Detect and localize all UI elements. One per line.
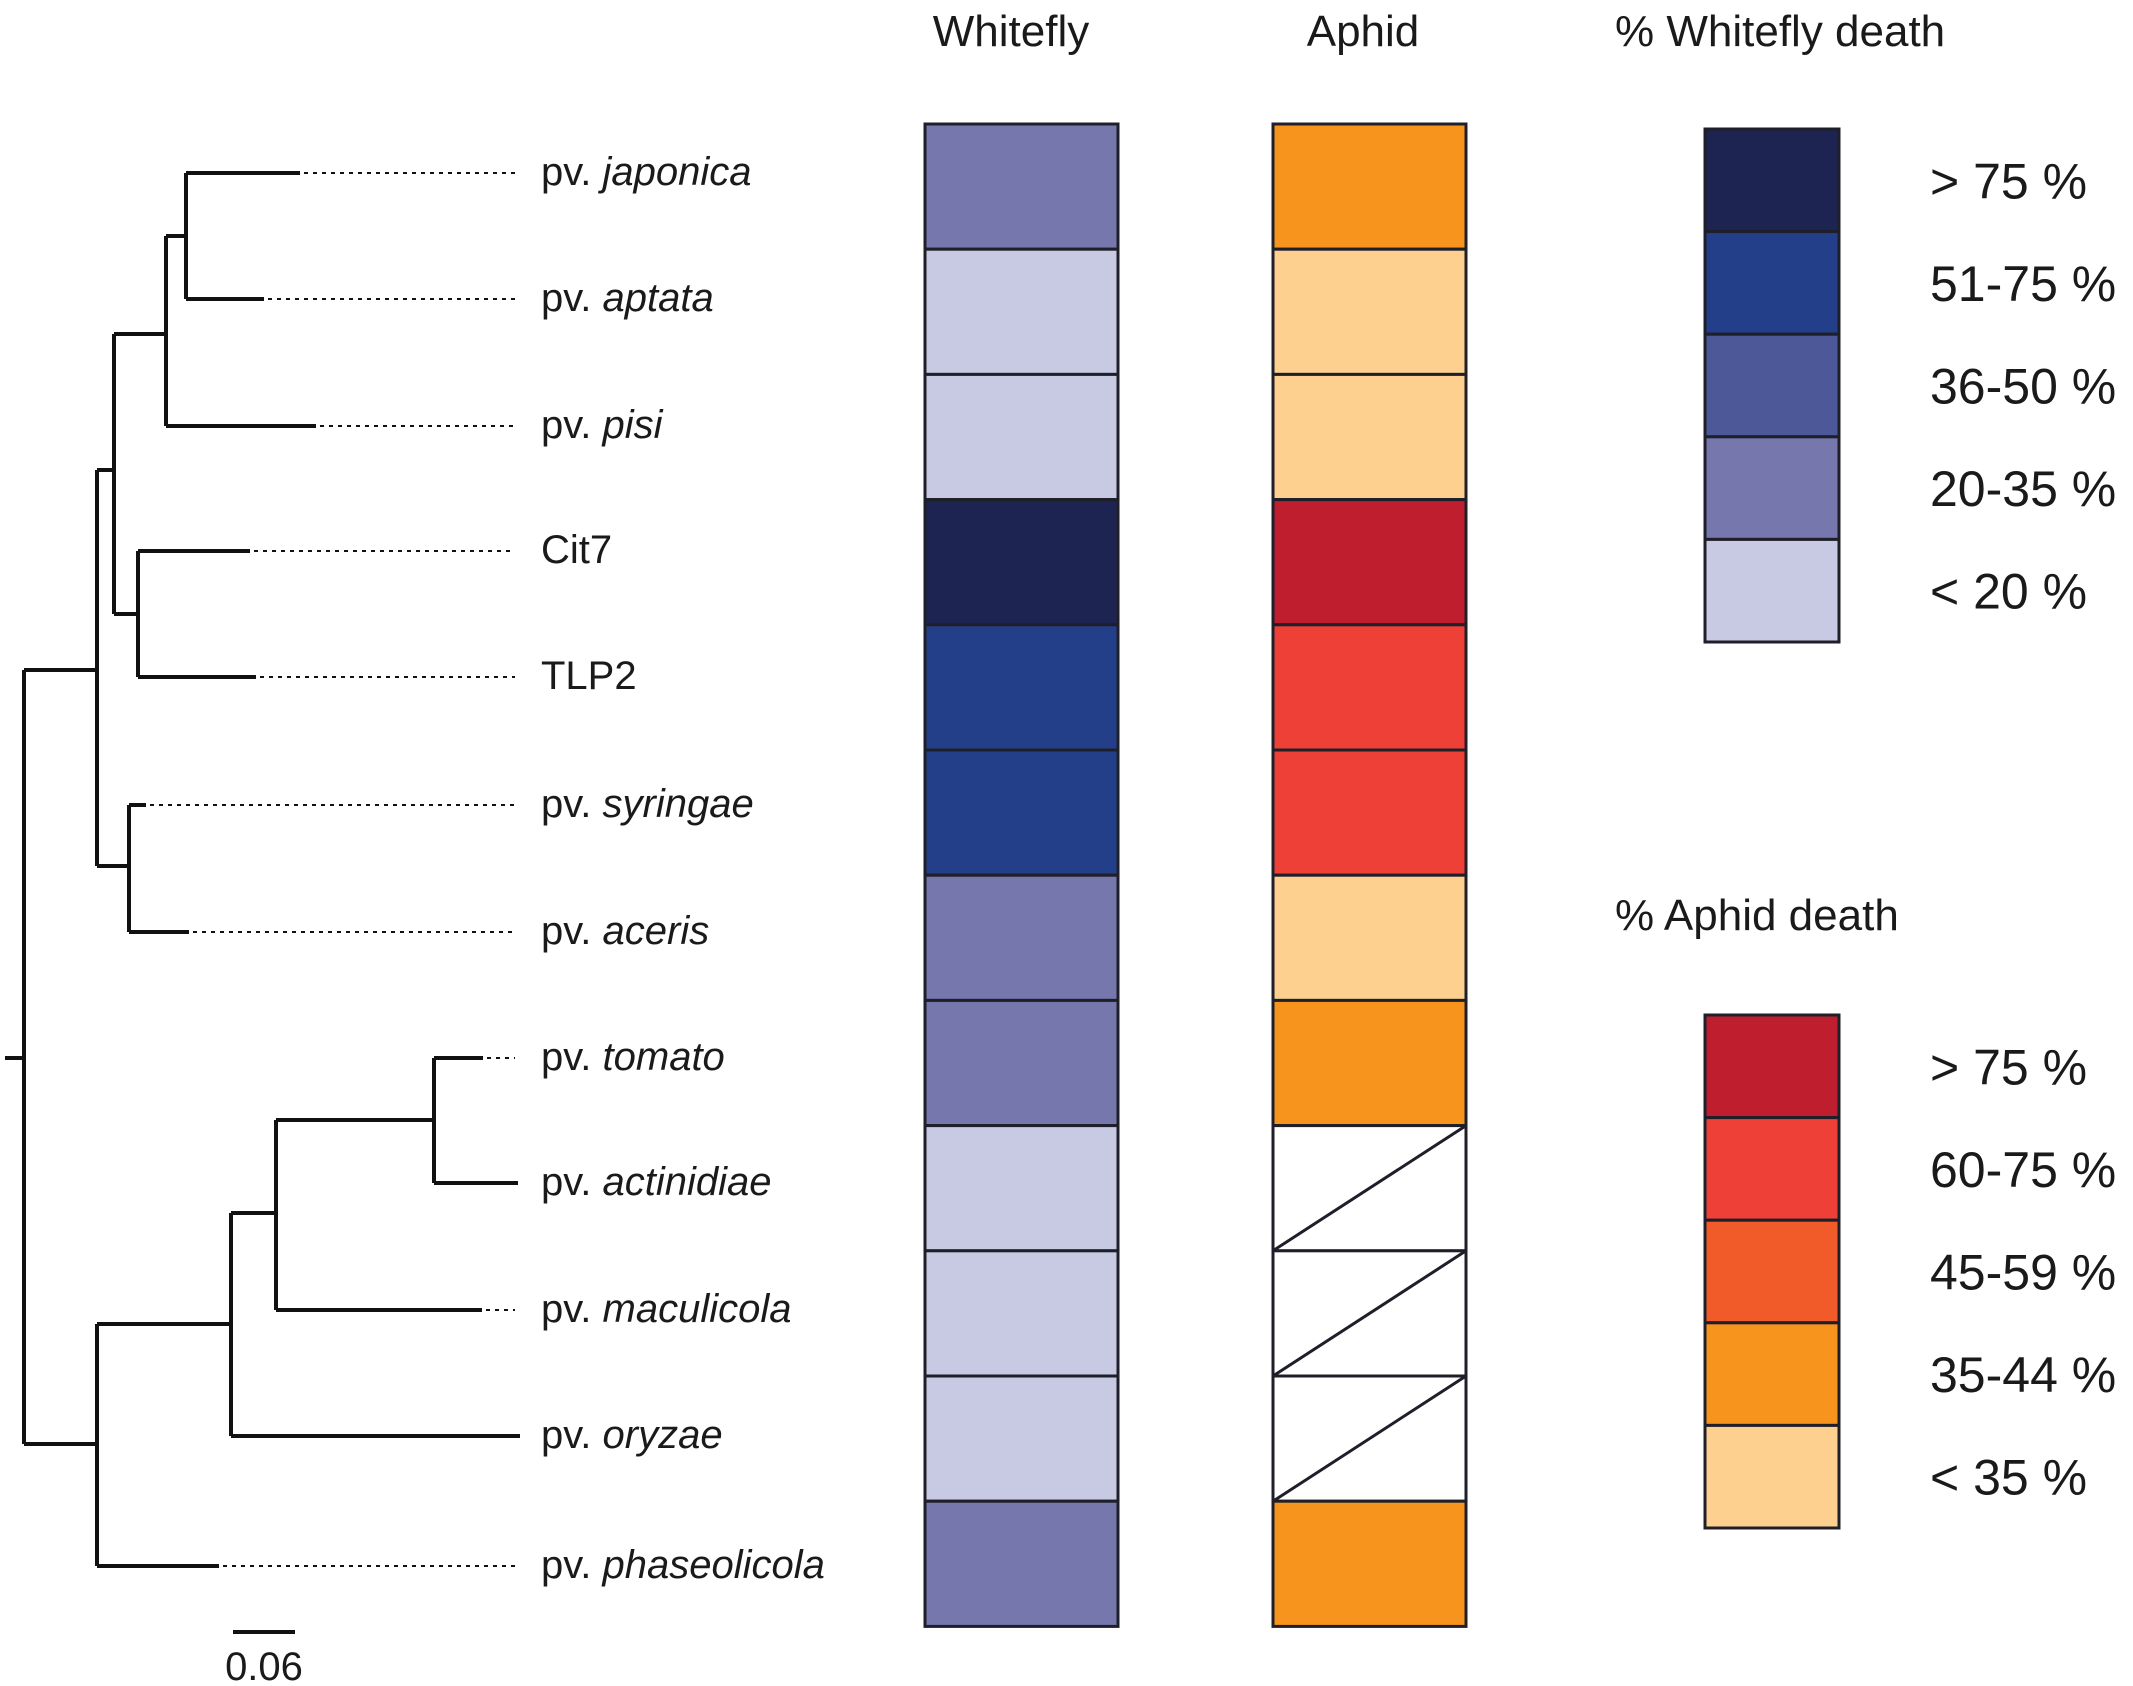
tree-root — [5, 670, 26, 1444]
aphid-cell — [1271, 623, 1468, 752]
whitefly-legend-label: 20-35 % — [1930, 461, 2116, 517]
taxon-label: Cit7 — [541, 528, 612, 572]
tree-branch-japonica-aptata-pisi — [114, 236, 168, 426]
phylogenetic-tree — [5, 171, 520, 1568]
whitefly-legend-label: < 20 % — [1930, 564, 2087, 620]
taxon-label: pv. oryzae — [541, 1413, 723, 1457]
aphid-cell — [1271, 748, 1468, 877]
scale-bar-label: 0.06 — [225, 1645, 303, 1686]
whitefly-cell — [923, 1499, 1120, 1628]
whitefly-legend-label: 36-50 % — [1930, 359, 2116, 415]
taxon-label: pv. actinidiae — [541, 1160, 772, 1204]
whitefly-legend-swatch — [1703, 435, 1841, 541]
whitefly-cell — [923, 498, 1120, 627]
aphid-legend-swatch — [1703, 1321, 1841, 1427]
taxon-label: pv. japonica — [541, 150, 752, 194]
aphid-cell — [1271, 873, 1468, 1002]
no-data-diagonal — [1272, 1124, 1467, 1253]
whitefly-cell — [923, 1374, 1120, 1503]
taxon-label: TLP2 — [541, 654, 637, 698]
taxon-label: pv. pisi — [541, 403, 664, 447]
tree-branch-upper-subclade — [97, 334, 116, 614]
tree-branch-tomato-actinidiae — [276, 1058, 436, 1183]
aphid-legend-label: > 75 % — [1930, 1039, 2087, 1095]
aphid-cell — [1271, 372, 1468, 502]
whitefly-column-header: Whitefly — [933, 7, 1089, 56]
taxon-label: pv. tomato — [541, 1035, 725, 1079]
whitefly-cell — [923, 122, 1120, 251]
whitefly-cell — [923, 372, 1120, 502]
taxon-label: pv. maculicola — [541, 1287, 791, 1331]
aphid-legend-label: 45-59 % — [1930, 1245, 2116, 1301]
taxon-label: pv. syringae — [541, 782, 754, 826]
tree-branch-cit7-tlp2 — [114, 551, 140, 677]
whitefly-cell — [923, 247, 1120, 376]
aphid-legend-swatch — [1703, 1218, 1841, 1325]
aphid-legend-swatch — [1703, 1013, 1841, 1120]
whitefly-cell — [923, 1124, 1120, 1253]
whitefly-legend-swatch — [1703, 332, 1841, 439]
tree-branch-syringae-aceris — [97, 805, 131, 932]
whitefly-cell — [923, 998, 1120, 1128]
whitefly-legend-label: > 75 % — [1930, 153, 2087, 209]
whitefly-heatmap-column — [923, 122, 1120, 1628]
aphid-legend-label: 35-44 % — [1930, 1347, 2116, 1403]
tree-branch-upper-clade — [24, 470, 99, 866]
aphid-legend-title: % Aphid death — [1615, 891, 1899, 940]
whitefly-cell — [923, 748, 1120, 877]
aphid-legend-swatch — [1703, 1423, 1841, 1530]
tree-branch-pseudomonas-subclade — [97, 1213, 233, 1436]
no-data-diagonal — [1272, 1374, 1467, 1503]
taxon-label: pv. aceris — [541, 909, 709, 953]
aphid-cell — [1271, 122, 1468, 251]
whitefly-legend-swatch — [1703, 537, 1841, 644]
no-data-diagonal — [1272, 1249, 1467, 1378]
aphid-cell — [1271, 247, 1468, 376]
tree-branch-lower-clade — [24, 1324, 99, 1566]
taxon-labels: pv. japonica pv. aptata pv. pisi Cit7 TL… — [541, 150, 825, 1587]
tree-branch-japonica-aptata — [166, 173, 188, 299]
aphid-column-header: Aphid — [1307, 7, 1420, 56]
tree-branch-tomato-actinidiae-maculicola — [231, 1120, 278, 1310]
taxon-label: pv. aptata — [541, 276, 714, 320]
whitefly-cell — [923, 623, 1120, 752]
whitefly-cell — [923, 873, 1120, 1002]
whitefly-legend-title: % Whitefly death — [1615, 7, 1945, 56]
aphid-cell — [1271, 498, 1468, 627]
taxon-label: pv. phaseolicola — [541, 1543, 825, 1587]
aphid-legend-label: < 35 % — [1930, 1450, 2087, 1506]
aphid-legend-swatch — [1703, 1116, 1841, 1222]
leader-lines — [150, 172, 515, 1567]
whitefly-legend-swatch — [1703, 127, 1841, 234]
aphid-heatmap-column — [1271, 122, 1468, 1628]
aphid-cell — [1271, 1499, 1468, 1628]
aphid-cell — [1271, 998, 1468, 1128]
whitefly-legend: > 75 % 51-75 % 36-50 % 20-35 % < 20 % — [1703, 127, 2116, 644]
whitefly-legend-swatch — [1703, 230, 1841, 336]
whitefly-legend-label: 51-75 % — [1930, 256, 2116, 312]
aphid-legend-label: 60-75 % — [1930, 1142, 2116, 1198]
aphid-legend: > 75 % 60-75 % 45-59 % 35-44 % < 35 % — [1703, 1013, 2116, 1530]
whitefly-cell — [923, 1249, 1120, 1378]
